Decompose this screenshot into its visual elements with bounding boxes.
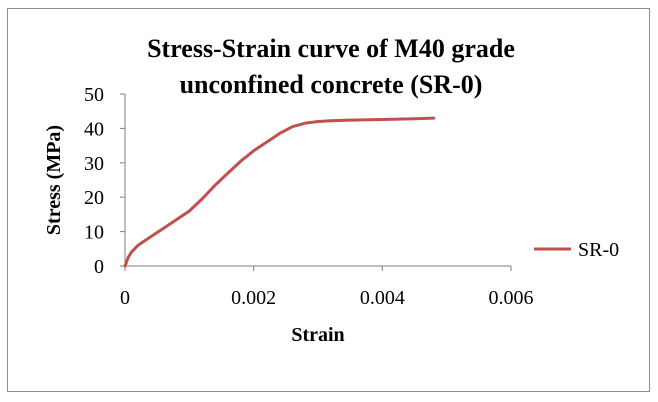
x-tick-label: 0.004 (360, 287, 405, 309)
legend-label-sr-0: SR-0 (578, 239, 619, 261)
tick-labels: 0 10 20 30 40 50 0 0.002 0.004 0.006 (84, 84, 534, 309)
x-axis-label: Strain (291, 324, 344, 346)
chart-title-line-2: unconfined concrete (SR-0) (180, 70, 483, 99)
series-line-sr-0 (123, 116, 436, 268)
y-tick-label: 30 (84, 153, 104, 175)
y-tick-label: 10 (84, 222, 104, 244)
series-layer (123, 116, 436, 268)
x-tick-label: 0.006 (489, 287, 534, 309)
y-tick-label: 50 (84, 84, 104, 106)
y-axis-label: Stress (MPa) (43, 125, 65, 235)
y-tick-label: 40 (84, 118, 104, 140)
x-tick-label: 0.002 (231, 287, 276, 309)
chart-frame (7, 8, 650, 392)
y-tick-label: 0 (94, 256, 104, 278)
axes (124, 94, 511, 267)
legend: SR-0 (534, 239, 619, 261)
x-tick-label: 0 (120, 287, 130, 309)
y-tick-label: 20 (84, 187, 104, 209)
chart-title-line-1: Stress-Strain curve of M40 grade (147, 34, 515, 63)
